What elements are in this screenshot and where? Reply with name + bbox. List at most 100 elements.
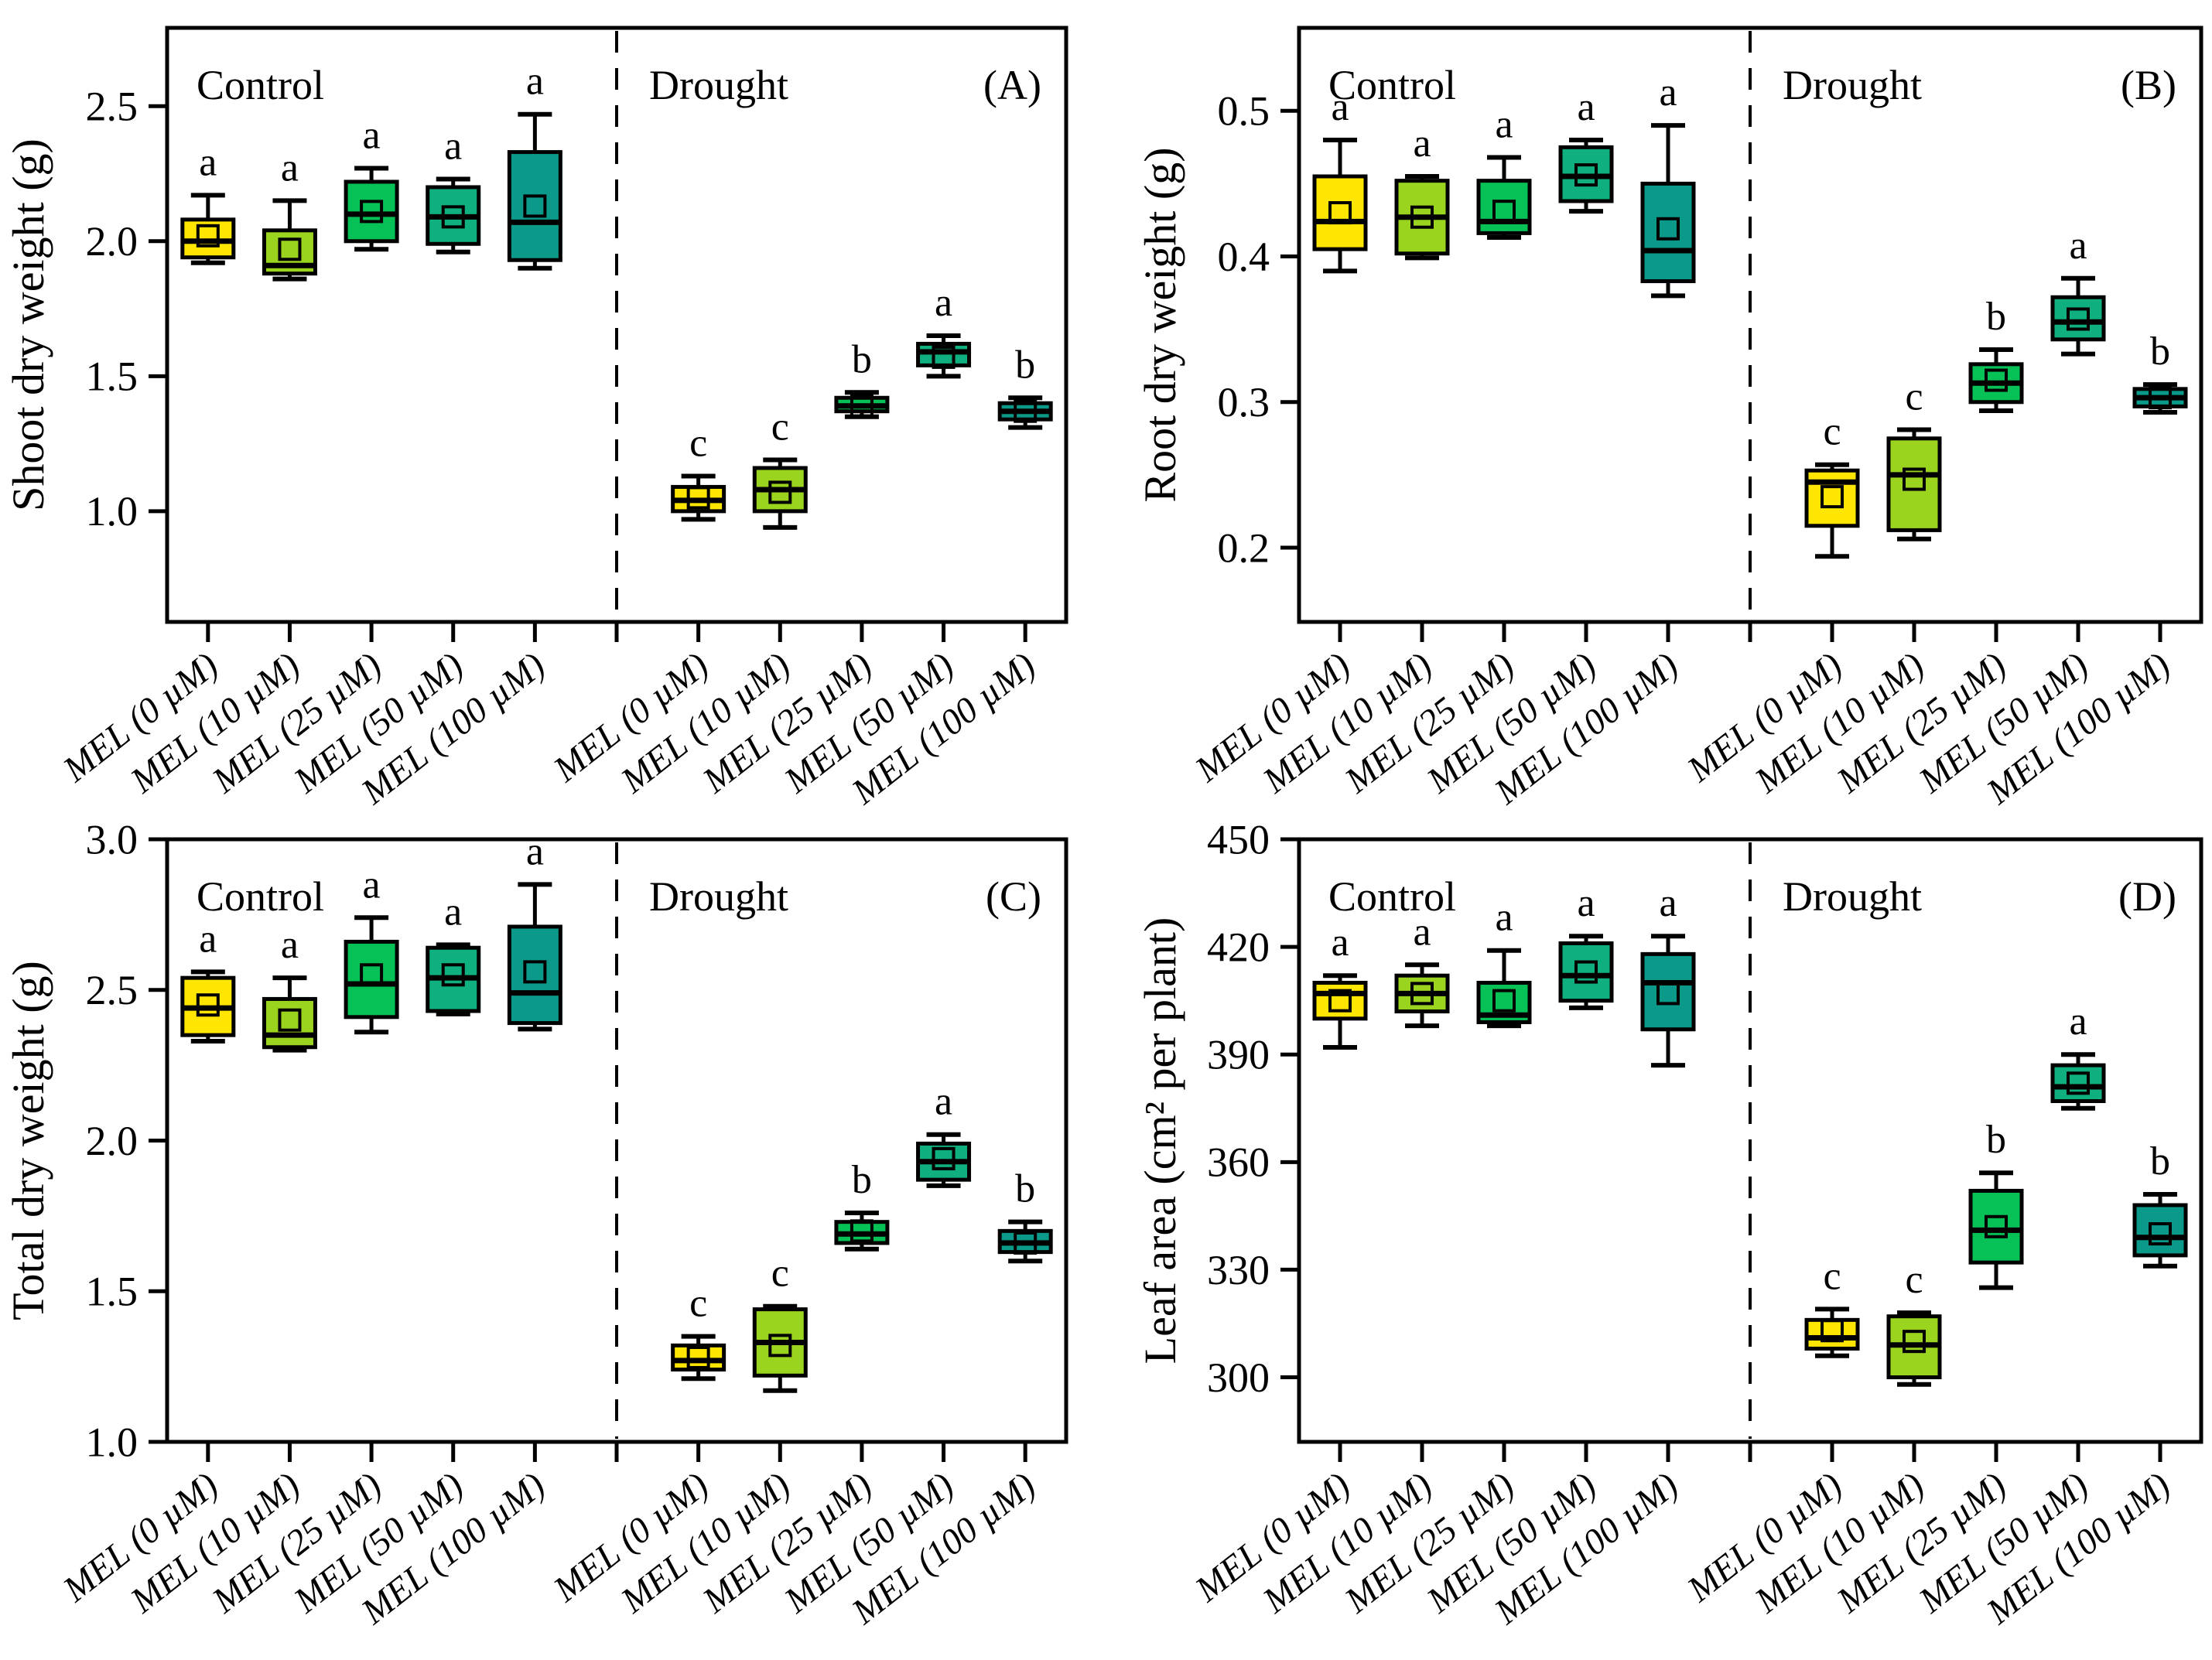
mean-marker (932, 345, 956, 369)
significance-letter: b (2150, 330, 2170, 374)
significance-letter: a (363, 114, 381, 158)
boxplot-control-MEL (100 µM): a (1640, 70, 1696, 642)
mean-marker (1574, 163, 1598, 187)
significance-letter: a (1495, 896, 1513, 940)
mean-marker (768, 480, 792, 504)
boxplot-drought-MEL (10 µM): c (752, 405, 808, 642)
boxplot-drought-MEL (10 µM): c (752, 1252, 808, 1462)
significance-letter: a (1659, 70, 1677, 114)
boxplot-control-MEL (10 µM): a (262, 923, 317, 1462)
significance-letter: a (199, 140, 217, 184)
boxplot-drought-MEL (0 µM): c (1804, 1254, 1860, 1462)
box-iqr (1640, 951, 1696, 1032)
boxplot-drought-MEL (10 µM): c (1886, 1258, 1942, 1462)
boxplot-control-MEL (50 µM): a (1558, 85, 1614, 642)
significance-letter: a (526, 60, 544, 104)
significance-letter: c (1823, 1254, 1841, 1298)
boxplot-drought-MEL (10 µM): c (1886, 375, 1942, 642)
significance-letter: b (852, 337, 872, 381)
mean-marker (523, 960, 547, 984)
box-iqr (1804, 1317, 1860, 1351)
mean-marker (2149, 386, 2172, 410)
mean-marker (1985, 1214, 2008, 1238)
mean-marker (278, 1008, 302, 1032)
boxplot-control-MEL (100 µM): a (507, 829, 562, 1462)
boxplot-drought-MEL (25 µM): b (834, 337, 890, 642)
significance-letter: b (1986, 295, 2006, 339)
significance-letter: a (1331, 85, 1349, 129)
y-tick-label: 1.0 (86, 488, 138, 535)
condition-label-control: Control (1328, 62, 1456, 108)
mean-marker (850, 394, 874, 418)
significance-letter: a (1577, 85, 1595, 129)
boxplot-drought-MEL (25 µM): b (834, 1158, 890, 1462)
condition-label-drought: Drought (649, 873, 788, 920)
mean-marker (1903, 1330, 1926, 1354)
significance-letter: b (1015, 343, 1035, 387)
boxplot-control-MEL (0 µM): a (180, 140, 236, 642)
y-tick-label: 0.5 (1218, 88, 1270, 135)
boxplot-control-MEL (100 µM): a (507, 60, 562, 642)
boxplot-control-MEL (0 µM): a (1312, 85, 1368, 642)
box-iqr (507, 924, 562, 1026)
boxplot-control-MEL (10 µM): a (262, 145, 317, 642)
significance-letter: a (1659, 881, 1677, 925)
significance-letter: b (2150, 1139, 2170, 1184)
panel-letter: (A) (983, 62, 1041, 108)
box-iqr (2050, 295, 2106, 342)
chart-svg-a: 1.0 1.5 2.0 2.5 Shoot dry weight (g) Control D… (3, 26, 1068, 813)
significance-letter: a (1413, 910, 1431, 954)
boxplot-drought-MEL (0 µM): c (671, 421, 727, 642)
mean-marker (441, 963, 465, 987)
panel-letter: (B) (2121, 62, 2176, 108)
box-iqr (507, 150, 562, 262)
mean-marker (1821, 485, 1844, 509)
condition-label-drought: Drought (649, 62, 788, 108)
significance-letter: c (771, 405, 789, 449)
significance-letter: b (1015, 1167, 1035, 1211)
y-tick-label: 1.5 (86, 1269, 138, 1315)
y-axis-title: Leaf area (cm² per plant) (1135, 917, 1185, 1365)
condition-label-control: Control (1328, 873, 1456, 920)
significance-letter: a (281, 923, 299, 967)
mean-marker (196, 993, 220, 1017)
significance-letter: c (689, 421, 707, 465)
y-axis-title: Total dry weight (g) (3, 961, 53, 1320)
significance-letter: b (1986, 1118, 2006, 1162)
box-iqr (1640, 181, 1696, 284)
box-iqr (1312, 174, 1368, 251)
mean-marker (2149, 1222, 2172, 1246)
mean-marker (1014, 1231, 1038, 1255)
significance-letter: a (199, 917, 217, 961)
panel-shoot-dry-weight: 1.0 1.5 2.0 2.5 Shoot dry weight (g) Control D… (0, 0, 1106, 830)
mean-marker (768, 1334, 792, 1358)
mean-marker (1328, 201, 1352, 225)
mean-marker (1410, 205, 1434, 229)
significance-letter: a (444, 890, 462, 934)
boxplot-control-MEL (0 µM): a (1312, 921, 1368, 1462)
chart-svg-d: 300 330 360 390 420 450 Leaf area (cm² per pla… (1135, 816, 2203, 1633)
significance-letter: c (689, 1282, 707, 1326)
boxplot-drought-MEL (100 µM): b (997, 1167, 1053, 1462)
boxplot-control-MEL (25 µM): a (344, 862, 399, 1462)
box-iqr (1886, 436, 1942, 532)
boxplot-drought-MEL (100 µM): b (2132, 330, 2188, 642)
boxplot-control-MEL (10 µM): a (1394, 910, 1450, 1462)
mean-marker (1328, 989, 1352, 1013)
boxplot-drought-MEL (25 µM): b (1968, 295, 2024, 642)
boxplot-control-MEL (50 µM): a (426, 890, 481, 1462)
boxplot-drought-MEL (50 µM): a (2050, 999, 2106, 1462)
box-iqr (344, 939, 399, 1020)
y-tick-label: 1.0 (86, 1419, 138, 1465)
mean-marker (360, 963, 384, 987)
boxplot-drought-MEL (50 µM): a (916, 1080, 972, 1462)
boxplot-drought-MEL (50 µM): a (2050, 224, 2106, 642)
condition-label-drought: Drought (1783, 873, 1922, 920)
condition-label-drought: Drought (1783, 62, 1922, 108)
significance-letter: a (1495, 103, 1513, 147)
mean-marker (686, 1345, 710, 1369)
mean-marker (1410, 982, 1434, 1006)
boxplot-control-MEL (25 µM): a (344, 114, 399, 642)
boxplot-drought-MEL (0 µM): c (1804, 410, 1860, 642)
boxplot-control-MEL (10 µM): a (1394, 121, 1450, 642)
